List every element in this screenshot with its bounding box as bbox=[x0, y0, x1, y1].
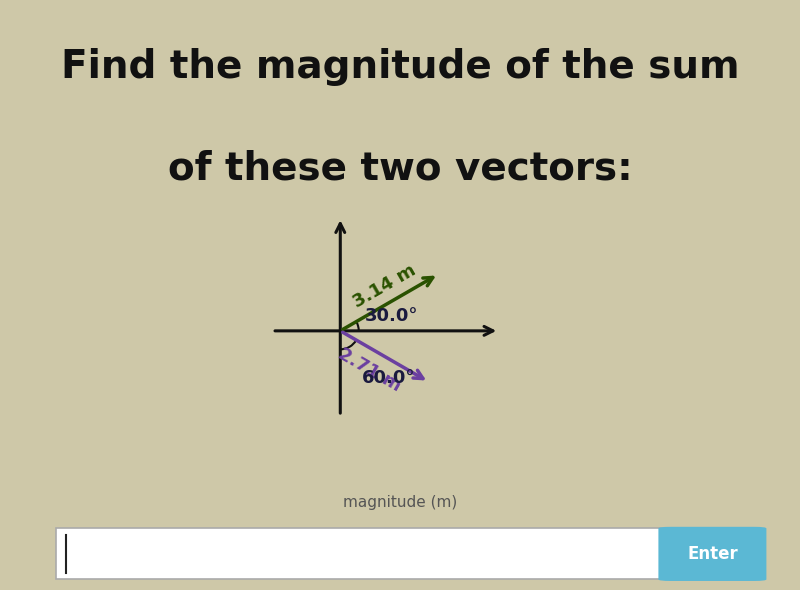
Text: 30.0°: 30.0° bbox=[365, 307, 418, 325]
Text: Enter: Enter bbox=[687, 545, 738, 563]
FancyBboxPatch shape bbox=[658, 527, 766, 581]
Text: of these two vectors:: of these two vectors: bbox=[168, 149, 632, 187]
Text: magnitude (m): magnitude (m) bbox=[343, 496, 457, 510]
Text: Find the magnitude of the sum: Find the magnitude of the sum bbox=[61, 48, 739, 86]
Text: 60.0°: 60.0° bbox=[362, 369, 415, 388]
Text: 3.14 m: 3.14 m bbox=[350, 261, 418, 312]
FancyBboxPatch shape bbox=[56, 529, 664, 579]
Text: 2.71 m: 2.71 m bbox=[334, 345, 404, 395]
